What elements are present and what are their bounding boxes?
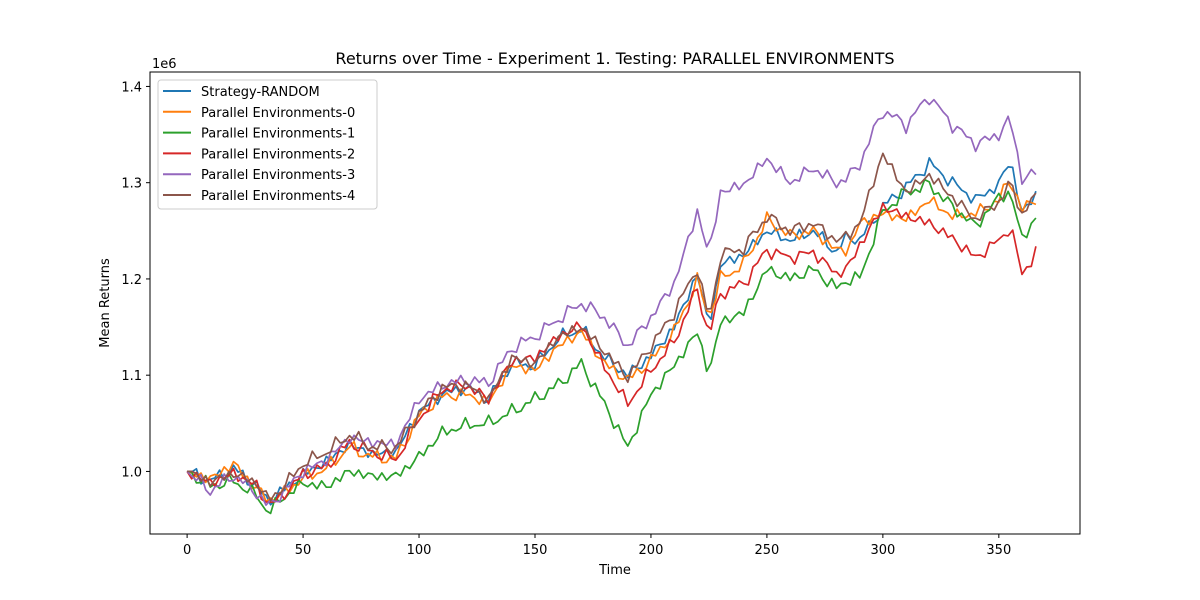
y-tick-label: 1.0 — [121, 465, 142, 480]
legend-label: Parallel Environments-2 — [201, 147, 355, 162]
y-offset-label: 1e6 — [152, 57, 177, 72]
y-tick-label: 1.2 — [121, 273, 142, 288]
legend-label: Strategy-RANDOM — [201, 85, 320, 100]
plot-frame — [149, 71, 1081, 535]
legend-box — [157, 79, 378, 210]
x-tick-label: 0 — [183, 543, 191, 558]
series-line — [186, 202, 1037, 504]
y-tick-label: 1.3 — [121, 177, 142, 192]
x-tick-label: 50 — [295, 543, 312, 558]
x-axis-label: Time — [598, 563, 631, 578]
legend: Strategy-RANDOM Parallel Environments-0 Pa… — [157, 79, 378, 210]
series-line — [186, 182, 1037, 503]
series-line — [186, 178, 1037, 515]
series-line — [187, 152, 1037, 502]
series-line — [186, 98, 1037, 506]
legend-label: Parallel Environments-4 — [201, 189, 355, 204]
axis-ticks: 0 50 100 150 200 250 300 350 1.0 1.1 1.2 1.3 1.4 — [121, 80, 1011, 558]
x-tick-label: 250 — [754, 543, 779, 558]
legend-label: Parallel Environments-3 — [201, 168, 355, 183]
y-axis-label: Mean Returns — [98, 258, 113, 348]
x-tick-label: 100 — [407, 543, 432, 558]
x-tick-label: 350 — [986, 543, 1011, 558]
legend-label: Parallel Environments-1 — [201, 127, 355, 142]
plot-lines — [186, 98, 1037, 515]
y-tick-label: 1.4 — [121, 80, 142, 95]
x-tick-label: 300 — [870, 543, 895, 558]
legend-label: Parallel Environments-0 — [201, 106, 355, 121]
y-tick-label: 1.1 — [121, 369, 142, 384]
chart-title: Returns over Time - Experiment 1. Testin… — [335, 49, 894, 68]
x-tick-label: 150 — [523, 543, 548, 558]
x-tick-label: 200 — [639, 543, 664, 558]
